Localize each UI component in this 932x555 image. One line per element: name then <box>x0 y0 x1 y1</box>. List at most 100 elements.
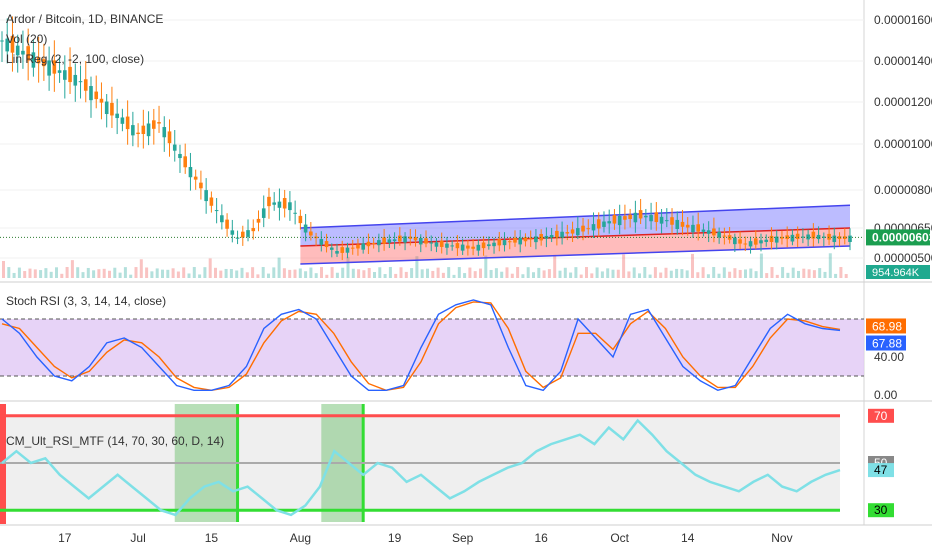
candle-body <box>638 210 643 219</box>
volume-bar <box>203 267 207 278</box>
candle-body <box>759 240 763 244</box>
candle-body <box>115 113 119 119</box>
volume-bar <box>192 267 196 278</box>
candle-body <box>837 236 842 240</box>
volume-bar <box>701 267 705 278</box>
candle-body <box>125 116 130 130</box>
candle-body <box>288 202 292 211</box>
candle-body <box>738 239 742 244</box>
candle-body <box>377 240 381 246</box>
price-tick-label: 0.00000500 <box>874 251 932 265</box>
stoch-rsi-label[interactable]: Stoch RSI (3, 3, 14, 14, close) <box>6 294 167 308</box>
volume-bar <box>81 272 85 278</box>
candle-body <box>528 238 533 240</box>
candle-body <box>68 66 72 83</box>
volume-bar <box>129 274 133 278</box>
volume-bar <box>494 268 498 278</box>
volume-bar <box>261 267 265 278</box>
candle-body <box>466 245 470 249</box>
candle-body <box>848 235 852 242</box>
candle-body <box>303 224 308 233</box>
candle-body <box>654 212 659 223</box>
candle-body <box>712 228 716 236</box>
candle-body <box>445 243 449 248</box>
volume-bar <box>516 267 520 278</box>
volume-bar <box>590 273 594 278</box>
candle-body <box>183 156 188 168</box>
linreg-lower-line <box>300 245 851 265</box>
candle-body <box>764 239 769 242</box>
candle-body <box>555 230 559 238</box>
volume-bar <box>341 267 345 278</box>
volume-bar <box>330 267 334 278</box>
volume-bar <box>585 267 588 278</box>
candle-body <box>607 221 612 224</box>
volume-bar <box>447 267 451 278</box>
candle-body <box>340 247 345 253</box>
volume-value-label: 954.964K <box>872 267 920 279</box>
stoch-band-fill <box>0 319 864 376</box>
volume-bar <box>818 268 822 278</box>
cm-rsi-label[interactable]: CM_Ult_RSI_MTF (14, 70, 30, 60, D, 14) <box>6 434 225 448</box>
volume-bar <box>426 268 429 278</box>
candle-body <box>10 35 15 53</box>
volume-bar <box>717 273 721 278</box>
candle-body <box>319 239 324 245</box>
candle-body <box>811 231 816 239</box>
vol-indicator-label[interactable]: Vol (20) <box>6 32 48 46</box>
candle-body <box>429 242 434 244</box>
volume-bar <box>288 269 292 278</box>
volume-bar <box>198 274 202 278</box>
volume-bar <box>569 272 573 278</box>
volume-bar <box>272 267 276 278</box>
volume-bar <box>102 268 106 278</box>
candle-body <box>434 242 439 247</box>
candle-body <box>382 237 386 244</box>
volume-bar <box>696 272 700 278</box>
volume-bar <box>754 271 758 278</box>
candle-body <box>272 202 276 205</box>
volume-bar <box>293 269 297 278</box>
linreg-indicator-label[interactable]: Lin Reg (2, -2, 100, close) <box>6 52 145 66</box>
volume-bar <box>733 268 737 278</box>
candle-body <box>387 239 392 243</box>
volume-bar <box>23 271 27 278</box>
stoch-tick-label: 40.00 <box>874 350 904 364</box>
volume-bar <box>728 271 732 278</box>
candle-body <box>240 231 245 238</box>
candle-body <box>842 236 847 239</box>
volume-bar <box>86 267 90 278</box>
volume-bar <box>65 267 69 278</box>
volume-bar <box>17 267 21 278</box>
volume-bar <box>685 270 689 278</box>
candle-body <box>539 233 543 241</box>
candle-body <box>460 244 465 251</box>
volume-bar <box>553 254 557 278</box>
candle-body <box>141 125 146 135</box>
volume-bar <box>738 269 742 278</box>
candle-body <box>439 240 444 247</box>
volume-bar <box>532 272 535 278</box>
volume-bar <box>574 267 578 278</box>
volume-bar <box>441 272 445 278</box>
candle-body <box>120 117 125 124</box>
candle-body <box>518 237 523 245</box>
candle-body <box>31 52 36 68</box>
volume-bar <box>489 269 493 278</box>
candle-body <box>57 70 62 73</box>
candle-body <box>52 60 57 74</box>
candle-body <box>371 242 376 244</box>
volume-bar <box>171 268 175 278</box>
candle-body <box>398 235 402 242</box>
candle-body <box>5 38 10 52</box>
candle-body <box>251 228 256 232</box>
candle-body <box>832 235 837 243</box>
time-tick-label: 17 <box>58 531 72 545</box>
candle-body <box>733 237 737 245</box>
candle-body <box>167 131 172 144</box>
cm-level-label: 70 <box>874 409 888 423</box>
candle-body <box>816 234 821 240</box>
candle-body <box>576 228 580 236</box>
